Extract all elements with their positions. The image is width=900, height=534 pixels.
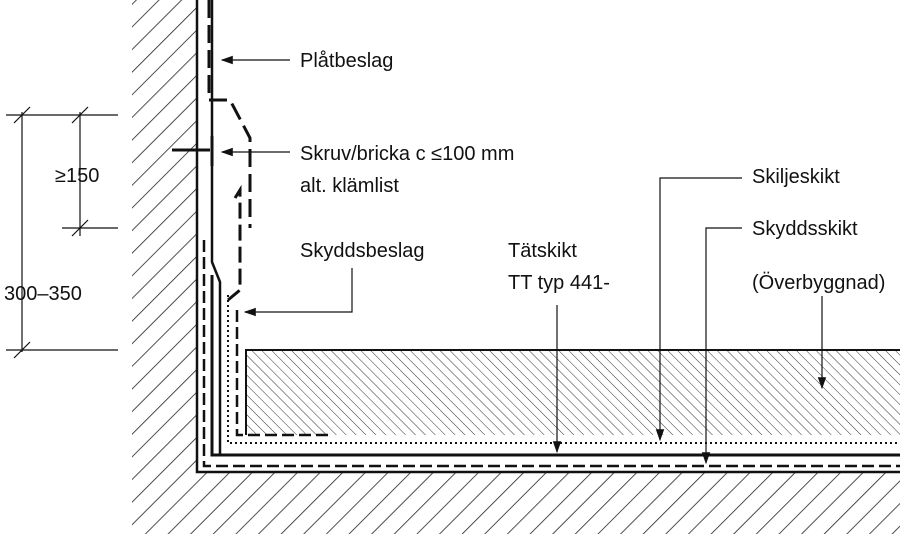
label-tatskikt-line2: TT typ 441- xyxy=(508,272,610,294)
label-skiljeskikt: Skiljeskikt xyxy=(752,166,840,188)
skiljeskikt-line xyxy=(227,295,900,444)
wall-hatch xyxy=(132,0,900,534)
skyddsbeslag-flashing xyxy=(227,184,242,302)
dimension-total-label: 300–350 xyxy=(4,283,82,305)
dimension-lines xyxy=(6,106,118,359)
label-skruv-line2: alt. klämlist xyxy=(300,175,399,197)
leader-lines xyxy=(220,55,827,465)
platbeslag-flashing xyxy=(207,0,252,228)
label-skyddsbeslag: Skyddsbeslag xyxy=(300,240,425,262)
label-skruv-line1: Skruv/bricka c ≤100 mm xyxy=(300,143,514,165)
label-overbyggnad: (Överbyggnad) xyxy=(752,272,885,294)
skyddsskikt-line xyxy=(202,240,900,468)
tatskikt-line xyxy=(210,275,900,457)
label-tatskikt-line1: Tätskikt xyxy=(508,240,577,262)
membrane-layers xyxy=(202,0,900,468)
label-skyddsskikt: Skyddsskikt xyxy=(752,218,858,240)
dimension-upper-label: ≥150 xyxy=(55,165,99,187)
overbyggnad-layer xyxy=(245,349,900,435)
label-platbeslag: Plåtbeslag xyxy=(300,50,393,72)
screw-icon xyxy=(172,136,214,166)
